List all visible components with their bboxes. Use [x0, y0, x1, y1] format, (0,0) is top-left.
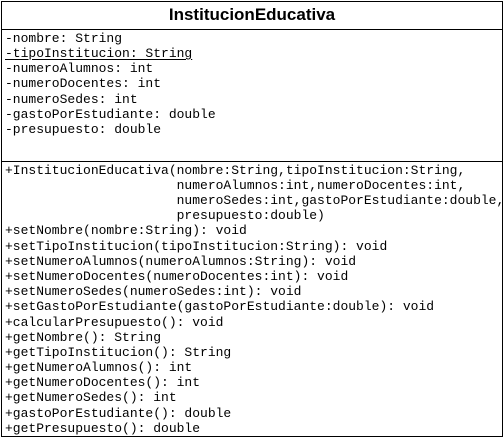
- constructor-row: numeroAlumnos:int,numeroDocentes:int,: [5, 177, 466, 193]
- constructor-row: +InstitucionEducativa(nombre:String,tipo…: [5, 162, 466, 178]
- method-row: +setGastoPorEstudiante(gastoPorEstudiant…: [5, 299, 435, 315]
- method-row: +setNumeroAlumnos(numeroAlumnos:String):…: [5, 253, 357, 269]
- attribute-row: -gastoPorEstudiante: double: [5, 106, 216, 122]
- attributes-compartment: -nombre: String -tipoInstitucion: String…: [2, 30, 502, 162]
- method-row: +calcularPresupuesto(): void: [5, 314, 224, 330]
- method-row: +setNumeroSedes(numeroSedes:int): void: [5, 284, 302, 300]
- method-row: +getTipoInstitucion(): String: [5, 344, 232, 360]
- method-row: +getNumeroSedes(): int: [5, 390, 177, 406]
- constructor-row: presupuesto:double): [5, 208, 325, 224]
- method-row: +getNombre(): String: [5, 329, 162, 345]
- class-name: InstitucionEducativa: [2, 2, 502, 30]
- attribute-row: -numeroDocentes: int: [5, 76, 162, 92]
- method-row: +setNombre(nombre:String): void: [5, 223, 247, 239]
- attribute-row: -nombre: String: [5, 30, 123, 46]
- method-row: +getNumeroAlumnos(): int: [5, 360, 193, 376]
- method-row: +setTipoInstitucion(tipoInstitucion:Stri…: [5, 238, 388, 254]
- method-row: +getPresupuesto(): double: [5, 420, 201, 436]
- attribute-row: -numeroAlumnos: int: [5, 61, 154, 77]
- method-row: +setNumeroDocentes(numeroDocentes:int): …: [5, 268, 349, 284]
- method-row: +gastoPorEstudiante(): double: [5, 405, 232, 421]
- methods-compartment: +InstitucionEducativa(nombre:String,tipo…: [2, 162, 504, 436]
- method-row: +getNumeroDocentes(): int: [5, 375, 201, 391]
- attribute-row: -presupuesto: double: [5, 122, 162, 137]
- attribute-row: -numeroSedes: int: [5, 91, 138, 107]
- constructor-row: numeroSedes:int,gastoPorEstudiante:doubl…: [5, 193, 504, 208]
- attribute-row: -tipoInstitucion: String: [5, 46, 193, 62]
